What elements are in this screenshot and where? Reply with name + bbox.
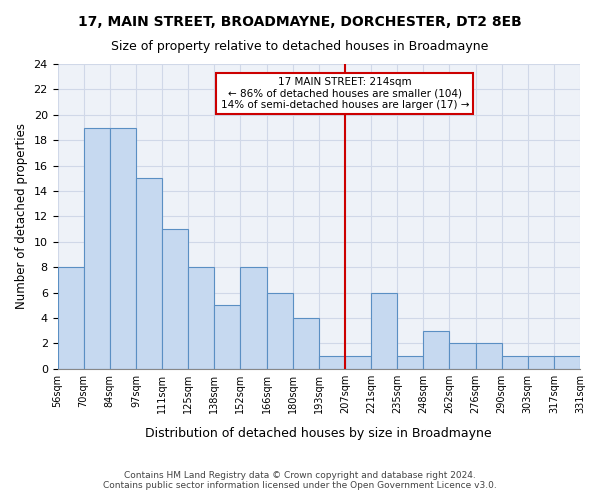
Text: Size of property relative to detached houses in Broadmayne: Size of property relative to detached ho… <box>112 40 488 53</box>
Y-axis label: Number of detached properties: Number of detached properties <box>15 124 28 310</box>
Bar <box>136 178 162 369</box>
Bar <box>241 267 266 369</box>
Bar <box>162 229 188 369</box>
Text: 17 MAIN STREET: 214sqm
← 86% of detached houses are smaller (104)
14% of semi-de: 17 MAIN STREET: 214sqm ← 86% of detached… <box>221 76 469 110</box>
Bar <box>397 356 423 369</box>
Bar <box>319 356 345 369</box>
Bar <box>345 356 371 369</box>
Bar <box>110 128 136 369</box>
Bar <box>214 306 241 369</box>
Bar <box>188 267 214 369</box>
Text: Contains HM Land Registry data © Crown copyright and database right 2024.
Contai: Contains HM Land Registry data © Crown c… <box>103 470 497 490</box>
Bar <box>502 356 528 369</box>
Bar <box>423 331 449 369</box>
Bar <box>476 344 502 369</box>
X-axis label: Distribution of detached houses by size in Broadmayne: Distribution of detached houses by size … <box>145 427 492 440</box>
Bar <box>83 128 110 369</box>
Bar <box>449 344 476 369</box>
Bar <box>58 267 83 369</box>
Bar <box>266 292 293 369</box>
Text: 17, MAIN STREET, BROADMAYNE, DORCHESTER, DT2 8EB: 17, MAIN STREET, BROADMAYNE, DORCHESTER,… <box>78 15 522 29</box>
Bar <box>528 356 554 369</box>
Bar <box>371 292 397 369</box>
Bar <box>554 356 580 369</box>
Bar <box>293 318 319 369</box>
